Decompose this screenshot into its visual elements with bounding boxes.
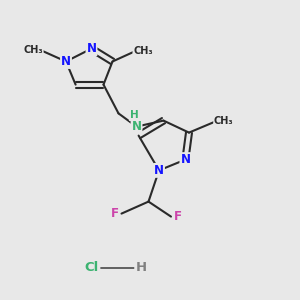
Text: H: H <box>130 110 139 120</box>
Text: CH₃: CH₃ <box>23 45 43 55</box>
Text: CH₃: CH₃ <box>133 46 153 56</box>
Text: N: N <box>61 55 71 68</box>
Text: CH₃: CH₃ <box>214 116 234 127</box>
Text: H: H <box>135 261 147 274</box>
Text: N: N <box>154 164 164 177</box>
Text: N: N <box>180 153 190 166</box>
Text: Cl: Cl <box>84 261 99 274</box>
Text: N: N <box>86 42 97 55</box>
Text: F: F <box>111 207 119 220</box>
Text: N: N <box>131 120 142 133</box>
Text: F: F <box>174 210 182 223</box>
